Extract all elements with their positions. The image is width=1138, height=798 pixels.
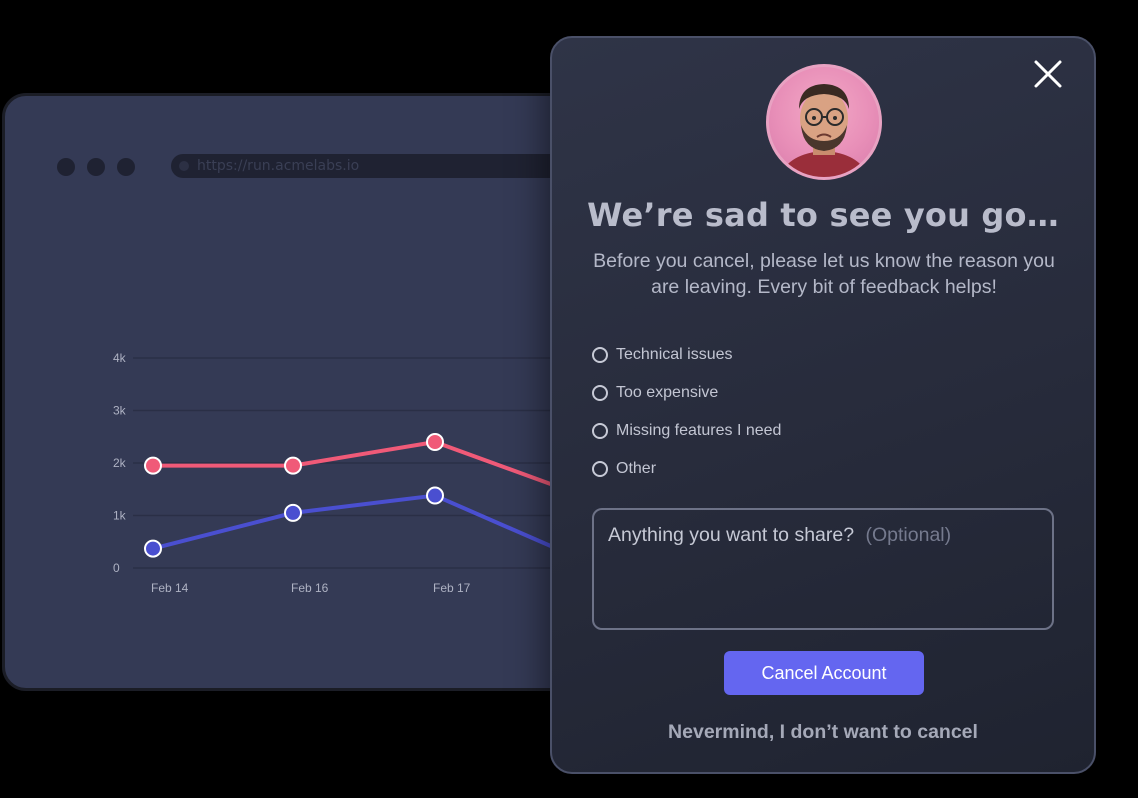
x-tick-label: Feb 14	[151, 581, 189, 595]
option-missing-features[interactable]: Missing features I need	[592, 412, 781, 450]
option-label: Other	[616, 460, 657, 477]
cancel-account-button[interactable]: Cancel Account	[724, 651, 924, 695]
dialog-title: We’re sad to see you go…	[587, 196, 1059, 234]
avatar	[766, 64, 882, 180]
sad-face-icon	[779, 84, 869, 177]
y-tick-label: 2k	[113, 456, 127, 470]
cancel-dialog: We’re sad to see you go… Before you canc…	[550, 36, 1096, 774]
y-tick-label: 3k	[113, 404, 127, 418]
lock-icon	[179, 161, 189, 171]
url-bar: https://run.acmelabs.io	[171, 154, 599, 178]
option-too-expensive[interactable]: Too expensive	[592, 374, 781, 412]
reason-options: Technical issues Too expensive Missing f…	[592, 336, 781, 488]
series-line-1	[152, 493, 566, 555]
option-technical-issues[interactable]: Technical issues	[592, 336, 781, 374]
option-label: Technical issues	[616, 346, 733, 363]
data-point	[144, 456, 162, 475]
option-label: Missing features I need	[616, 422, 782, 439]
data-point	[284, 456, 302, 475]
x-tick-label: Feb 17	[433, 581, 471, 595]
y-tick-label: 1k	[113, 509, 127, 523]
url-text: https://run.acmelabs.io	[197, 158, 360, 174]
maximize-dot	[117, 158, 135, 176]
option-other[interactable]: Other	[592, 450, 781, 488]
feedback-textarea[interactable]: Anything you want to share? (Optional)	[592, 508, 1054, 630]
data-point	[426, 486, 444, 505]
radio-icon[interactable]	[592, 347, 608, 363]
option-label: Too expensive	[616, 384, 719, 401]
minimize-dot	[87, 158, 105, 176]
feedback-placeholder: Anything you want to share?	[608, 524, 855, 546]
radio-icon[interactable]	[592, 385, 608, 401]
data-point	[284, 503, 302, 522]
dialog-subtitle: Before you cancel, please let us know th…	[593, 250, 1055, 298]
feedback-optional-hint: (Optional)	[865, 524, 952, 546]
data-point	[426, 433, 444, 451]
radio-icon[interactable]	[592, 461, 608, 477]
y-tick-label: 4k	[113, 351, 127, 365]
data-point	[144, 539, 162, 558]
series-line-0	[153, 440, 566, 492]
background-browser-window: https://run.acmelabs.io 4k 3k 2k 1k 0 Feb 14 F…	[2, 93, 602, 691]
radio-icon[interactable]	[592, 423, 608, 439]
nevermind-link[interactable]: Nevermind, I don’t want to cancel	[668, 721, 978, 743]
close-icon[interactable]	[1032, 58, 1064, 90]
y-tick-label: 0	[113, 561, 120, 575]
x-tick-label: Feb 16	[291, 581, 329, 595]
window-controls	[57, 158, 135, 176]
close-dot	[57, 158, 75, 176]
